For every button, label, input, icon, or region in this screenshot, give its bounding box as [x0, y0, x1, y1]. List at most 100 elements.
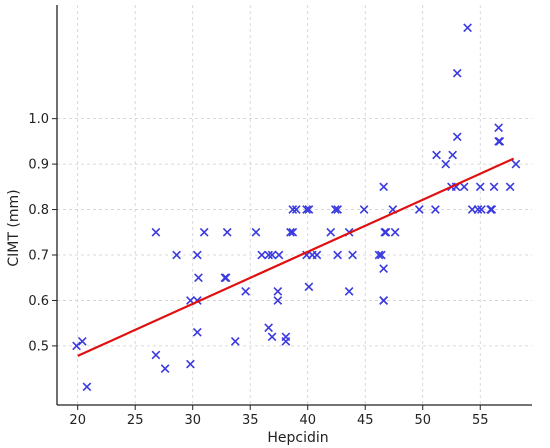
data-point-stroke [475, 182, 485, 192]
data-point-stroke [220, 273, 230, 283]
data-point-stroke [463, 23, 472, 33]
data-point [241, 286, 250, 296]
data-point [330, 205, 340, 214]
data-point-stroke [473, 205, 483, 214]
data-point [431, 205, 440, 214]
data-point-stroke [448, 150, 458, 160]
data-point-stroke [374, 250, 384, 260]
data-point [333, 250, 342, 260]
data-point-stroke [388, 205, 398, 214]
data-point [487, 205, 497, 214]
data-point [477, 205, 486, 214]
data-point [172, 250, 181, 260]
data-point-stroke [77, 336, 87, 346]
data-point-stroke [172, 250, 181, 260]
data-point-stroke [376, 250, 386, 260]
data-point-stroke [151, 350, 161, 360]
data-point-stroke [274, 250, 284, 260]
data-point-stroke [199, 227, 209, 237]
data-point-stroke [495, 136, 505, 146]
data-point [288, 205, 298, 214]
data-point [379, 182, 389, 192]
regression-layer [77, 157, 515, 357]
data-point [359, 205, 369, 214]
data-point [220, 273, 230, 283]
data-point [459, 182, 469, 192]
data-point [192, 250, 202, 260]
data-point-stroke [230, 336, 240, 346]
data-point [473, 205, 483, 214]
data-point [281, 336, 291, 346]
x-tick-label: 40 [299, 413, 316, 428]
data-point-stroke [264, 250, 273, 260]
data-point [151, 227, 161, 237]
y-tick-label: 0.8 [28, 203, 49, 218]
data-point-stroke [194, 273, 203, 283]
data-point [448, 150, 458, 160]
data-point [312, 250, 322, 260]
data-point-stroke [304, 205, 314, 214]
x-tick-label: 30 [184, 413, 201, 428]
data-point-stroke [192, 250, 202, 260]
data-point-stroke [414, 205, 424, 214]
data-point-stroke [82, 382, 92, 392]
data-point-stroke [264, 323, 273, 333]
data-point-stroke [251, 227, 261, 237]
data-point-stroke [222, 227, 232, 237]
data-point [288, 227, 298, 237]
y-tick-label: 0.5 [28, 339, 49, 354]
data-point-stroke [505, 182, 515, 192]
data-point-stroke [489, 182, 499, 192]
data-point [374, 250, 384, 260]
data-point [463, 23, 472, 33]
data-point-stroke [291, 205, 301, 214]
data-point-stroke [267, 250, 277, 260]
data-point [475, 182, 485, 192]
data-point-stroke [390, 227, 400, 237]
points-layer [72, 23, 521, 392]
data-point [273, 296, 283, 305]
data-point-stroke [186, 359, 195, 369]
data-point-stroke [359, 205, 369, 214]
y-tick-label: 0.7 [28, 249, 49, 264]
data-point [379, 264, 389, 274]
data-point [194, 273, 203, 283]
data-point [267, 332, 277, 342]
data-point-stroke [288, 205, 298, 214]
y-tick-label: 0.9 [28, 158, 49, 173]
data-point [264, 323, 273, 333]
data-point-stroke [486, 205, 495, 214]
data-point-stroke [431, 205, 440, 214]
data-point [432, 150, 441, 160]
data-point [333, 205, 342, 214]
data-point-stroke [273, 286, 283, 296]
data-point [376, 250, 386, 260]
data-point [380, 227, 390, 237]
data-point [452, 132, 462, 142]
data-point [230, 336, 240, 346]
data-point [82, 382, 92, 392]
data-point [441, 159, 451, 169]
data-point [381, 227, 391, 237]
x-tick-label: 35 [242, 413, 259, 428]
data-point [151, 350, 161, 360]
data-point-stroke [477, 205, 486, 214]
data-point [494, 123, 504, 133]
data-point-stroke [151, 227, 161, 237]
data-point-stroke [288, 227, 298, 237]
data-point [222, 227, 232, 237]
x-tick-label: 45 [357, 413, 374, 428]
data-point [486, 205, 495, 214]
data-point [286, 227, 295, 237]
data-point [192, 327, 202, 337]
data-point-stroke [333, 250, 342, 260]
data-point [489, 182, 499, 192]
data-point-stroke [344, 286, 354, 296]
data-point-stroke [312, 250, 322, 260]
x-axis-title: Hepcidin [267, 430, 328, 446]
data-point-stroke [221, 273, 231, 283]
data-point [77, 336, 87, 346]
data-point-stroke [273, 296, 283, 305]
